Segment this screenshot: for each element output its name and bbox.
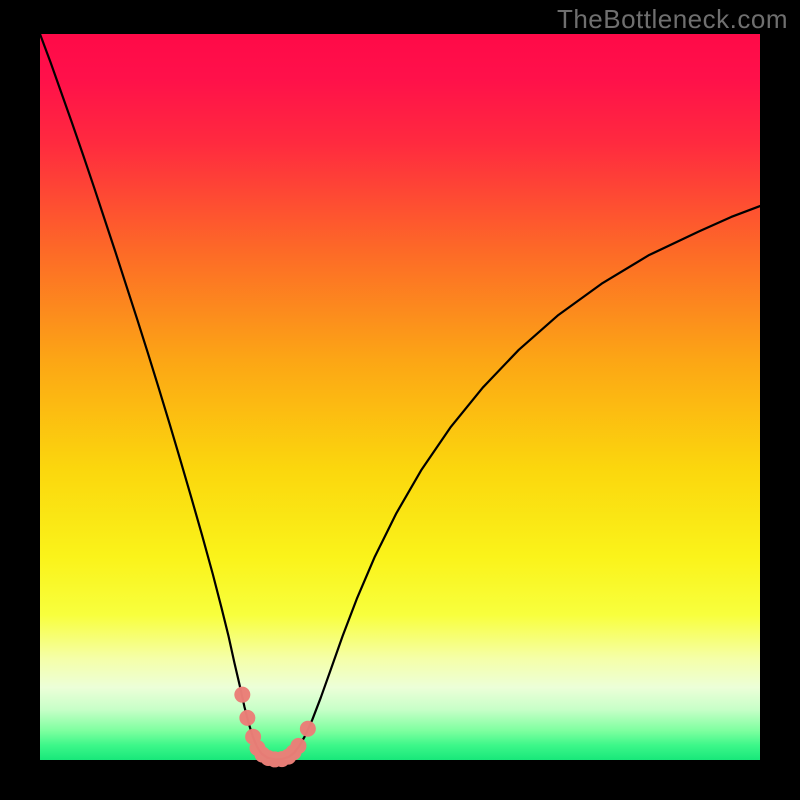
plot-background xyxy=(40,34,760,760)
watermark-text: TheBottleneck.com xyxy=(557,4,788,35)
bottleneck-chart xyxy=(0,0,800,800)
chart-container: TheBottleneck.com xyxy=(0,0,800,800)
